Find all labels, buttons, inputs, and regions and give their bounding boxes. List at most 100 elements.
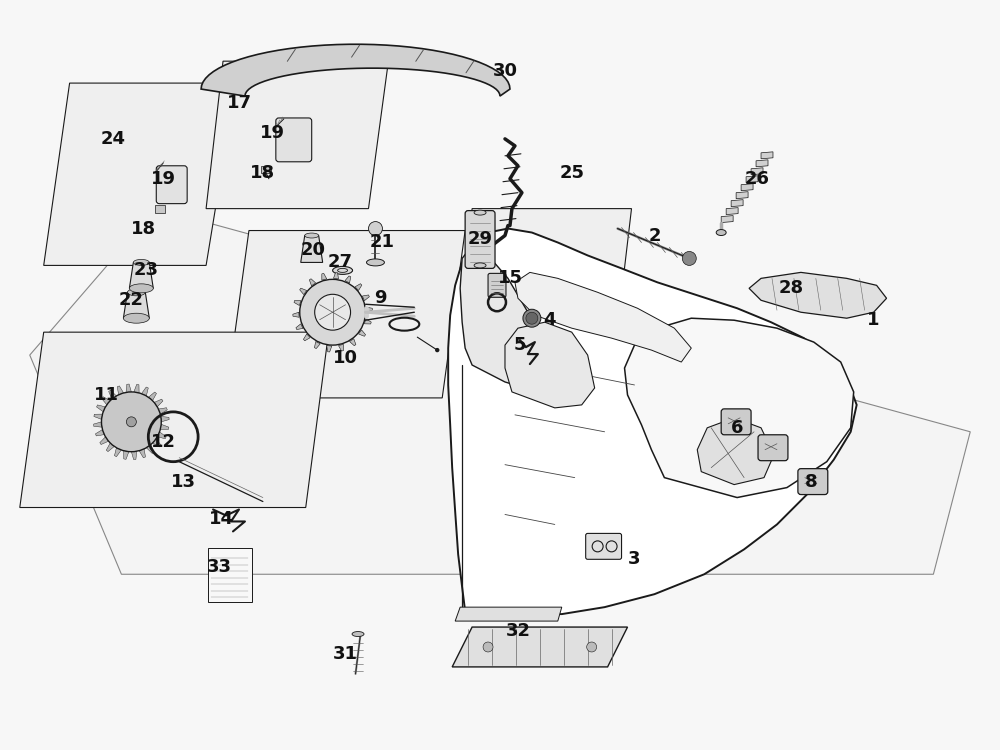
Polygon shape: [95, 430, 104, 436]
Ellipse shape: [474, 210, 486, 215]
Text: 18: 18: [250, 164, 275, 182]
Polygon shape: [314, 341, 320, 349]
FancyBboxPatch shape: [156, 166, 187, 204]
Polygon shape: [505, 322, 595, 408]
Ellipse shape: [123, 314, 149, 323]
Circle shape: [300, 279, 366, 345]
Polygon shape: [114, 448, 121, 457]
Polygon shape: [201, 44, 510, 96]
Polygon shape: [100, 436, 109, 445]
Text: 5: 5: [514, 336, 526, 354]
Circle shape: [315, 294, 351, 330]
Text: 6: 6: [731, 419, 743, 436]
Ellipse shape: [352, 632, 364, 637]
Ellipse shape: [129, 284, 153, 292]
Text: 33: 33: [207, 558, 232, 576]
Circle shape: [126, 417, 136, 427]
FancyBboxPatch shape: [721, 409, 751, 435]
Polygon shape: [20, 332, 329, 508]
Text: 2: 2: [648, 226, 661, 244]
Polygon shape: [364, 319, 371, 324]
Ellipse shape: [716, 230, 726, 236]
Text: 21: 21: [370, 233, 395, 251]
Polygon shape: [294, 301, 301, 305]
Polygon shape: [749, 272, 887, 318]
Text: 14: 14: [209, 511, 234, 529]
Circle shape: [435, 348, 439, 352]
Polygon shape: [625, 318, 854, 497]
Polygon shape: [94, 414, 102, 419]
Polygon shape: [362, 295, 369, 301]
Polygon shape: [309, 279, 316, 286]
Text: 28: 28: [778, 279, 803, 297]
Text: 25: 25: [559, 164, 584, 182]
Polygon shape: [333, 272, 339, 279]
Text: 26: 26: [745, 170, 770, 188]
Ellipse shape: [127, 289, 145, 296]
Polygon shape: [161, 416, 169, 422]
FancyBboxPatch shape: [276, 118, 312, 162]
Circle shape: [101, 392, 161, 452]
Text: 23: 23: [134, 262, 159, 280]
Polygon shape: [129, 262, 153, 288]
Polygon shape: [366, 308, 372, 312]
Polygon shape: [44, 83, 236, 266]
Polygon shape: [157, 432, 166, 439]
Text: 13: 13: [171, 472, 196, 490]
Polygon shape: [131, 452, 137, 460]
Polygon shape: [726, 208, 738, 214]
Ellipse shape: [366, 259, 384, 266]
FancyBboxPatch shape: [465, 211, 495, 268]
Text: 4: 4: [544, 311, 556, 329]
Text: 18: 18: [131, 220, 156, 238]
Circle shape: [682, 251, 696, 266]
Polygon shape: [339, 344, 343, 351]
Text: 19: 19: [260, 124, 285, 142]
Polygon shape: [146, 445, 154, 454]
Polygon shape: [761, 152, 773, 159]
Text: 32: 32: [505, 622, 530, 640]
Text: 29: 29: [468, 230, 493, 248]
Text: 22: 22: [119, 291, 144, 309]
Polygon shape: [97, 405, 105, 412]
Polygon shape: [109, 390, 116, 399]
Polygon shape: [756, 160, 768, 166]
FancyBboxPatch shape: [798, 469, 828, 494]
Polygon shape: [448, 229, 857, 614]
Polygon shape: [153, 439, 161, 447]
Polygon shape: [123, 292, 149, 318]
Polygon shape: [206, 62, 388, 208]
Polygon shape: [460, 245, 538, 388]
Text: 8: 8: [805, 472, 817, 490]
FancyBboxPatch shape: [758, 435, 788, 460]
Ellipse shape: [474, 263, 486, 268]
Polygon shape: [721, 215, 733, 223]
Polygon shape: [141, 387, 148, 396]
Polygon shape: [322, 274, 327, 280]
Polygon shape: [345, 276, 351, 283]
Polygon shape: [455, 608, 562, 621]
Polygon shape: [452, 627, 628, 667]
Polygon shape: [751, 168, 763, 175]
Polygon shape: [355, 284, 362, 290]
Text: 1: 1: [867, 311, 880, 329]
Text: 30: 30: [492, 62, 517, 80]
Polygon shape: [455, 209, 632, 378]
Polygon shape: [117, 386, 124, 394]
Polygon shape: [300, 288, 307, 295]
Polygon shape: [741, 184, 753, 190]
Text: 9: 9: [374, 290, 387, 308]
Polygon shape: [359, 330, 366, 336]
Bar: [155, 205, 165, 212]
Ellipse shape: [305, 233, 319, 238]
Ellipse shape: [133, 260, 149, 266]
Text: 27: 27: [328, 254, 353, 272]
Text: 31: 31: [333, 645, 358, 663]
Text: 3: 3: [628, 550, 641, 568]
Polygon shape: [148, 392, 156, 400]
Polygon shape: [106, 443, 114, 452]
Text: 15: 15: [497, 269, 522, 287]
Polygon shape: [160, 424, 169, 430]
Polygon shape: [697, 418, 774, 484]
Polygon shape: [296, 324, 303, 329]
